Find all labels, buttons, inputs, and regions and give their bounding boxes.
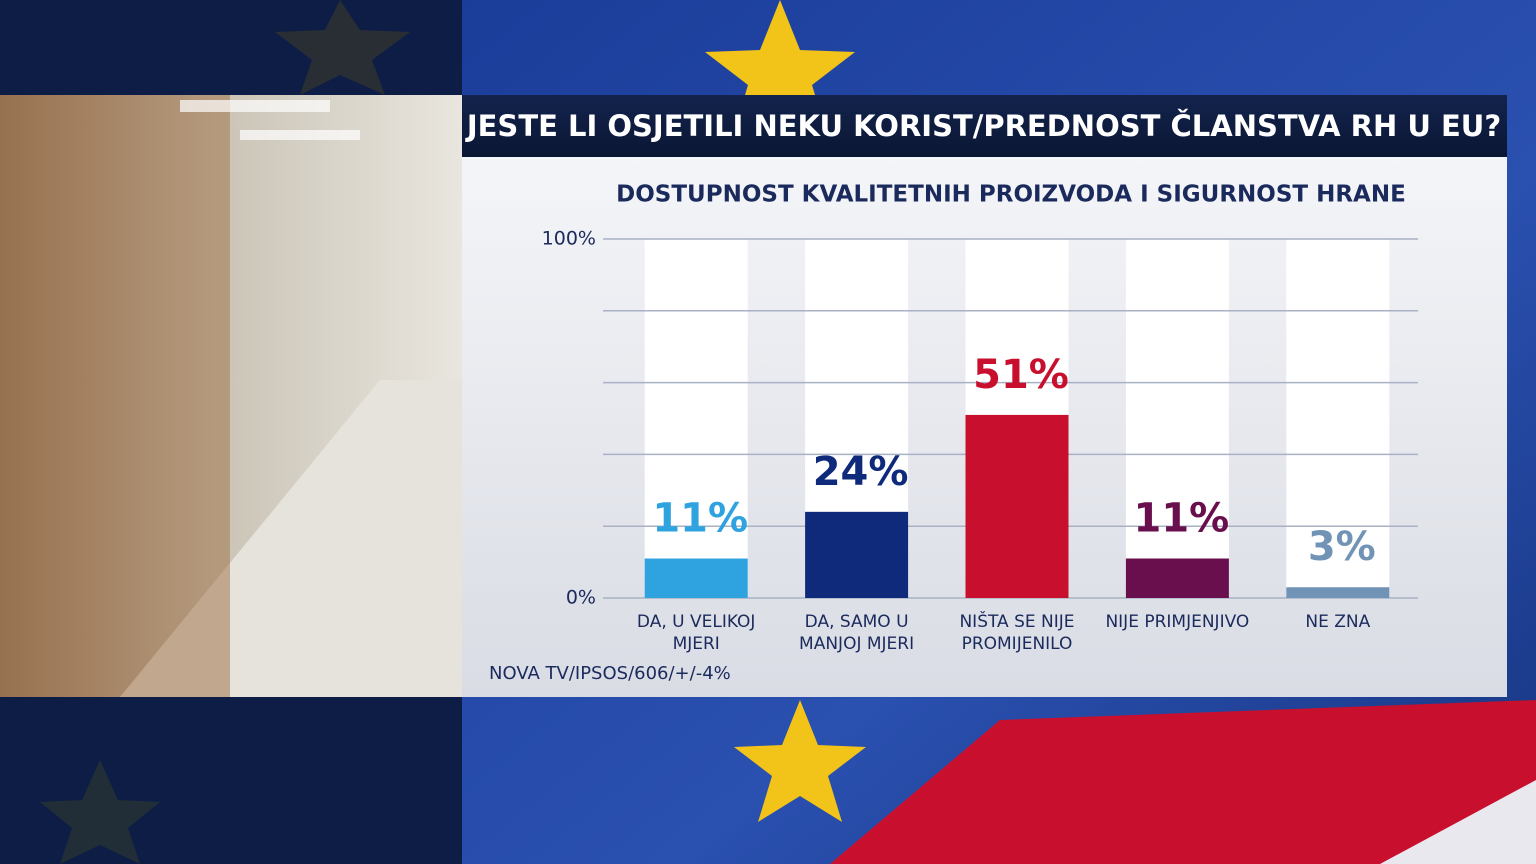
x-tick-label: NIŠTA SE NIJE PROMIJENILO (959, 612, 1075, 654)
bar (965, 414, 1069, 598)
bar (805, 511, 909, 598)
chart-title: JESTE LI OSJETILI NEKU KORIST/PREDNOST Č… (465, 109, 1501, 143)
x-tick-label: NE ZNA (1305, 612, 1371, 632)
column-background (644, 239, 748, 598)
value-label: 51% (973, 352, 1069, 398)
value-label: 3% (1308, 524, 1376, 570)
x-tick-label: DA, U VELIKOJ MJERI (636, 612, 756, 654)
bar (1125, 558, 1229, 598)
x-tick-label: NIJE PRIMJENJIVO (1105, 612, 1250, 632)
value-label: 11% (1134, 496, 1230, 542)
column-background (1286, 239, 1390, 598)
bar (1286, 587, 1390, 598)
y-tick-label: 0% (566, 587, 596, 609)
photo (0, 95, 462, 697)
source: NOVA TV/IPSOS/606/+/-4% (489, 663, 731, 684)
header-bar (462, 95, 1507, 157)
bar (644, 558, 748, 598)
x-tick-label: DA, SAMO U MANJOJ MJERI (799, 612, 915, 654)
chart-subtitle: DOSTUPNOST KVALITETNIH PROIZVODA I SIGUR… (616, 182, 1406, 208)
value-label: 24% (813, 449, 909, 495)
column-background (1125, 239, 1229, 598)
value-label: 11% (652, 496, 748, 542)
y-tick-label: 100% (542, 228, 596, 250)
